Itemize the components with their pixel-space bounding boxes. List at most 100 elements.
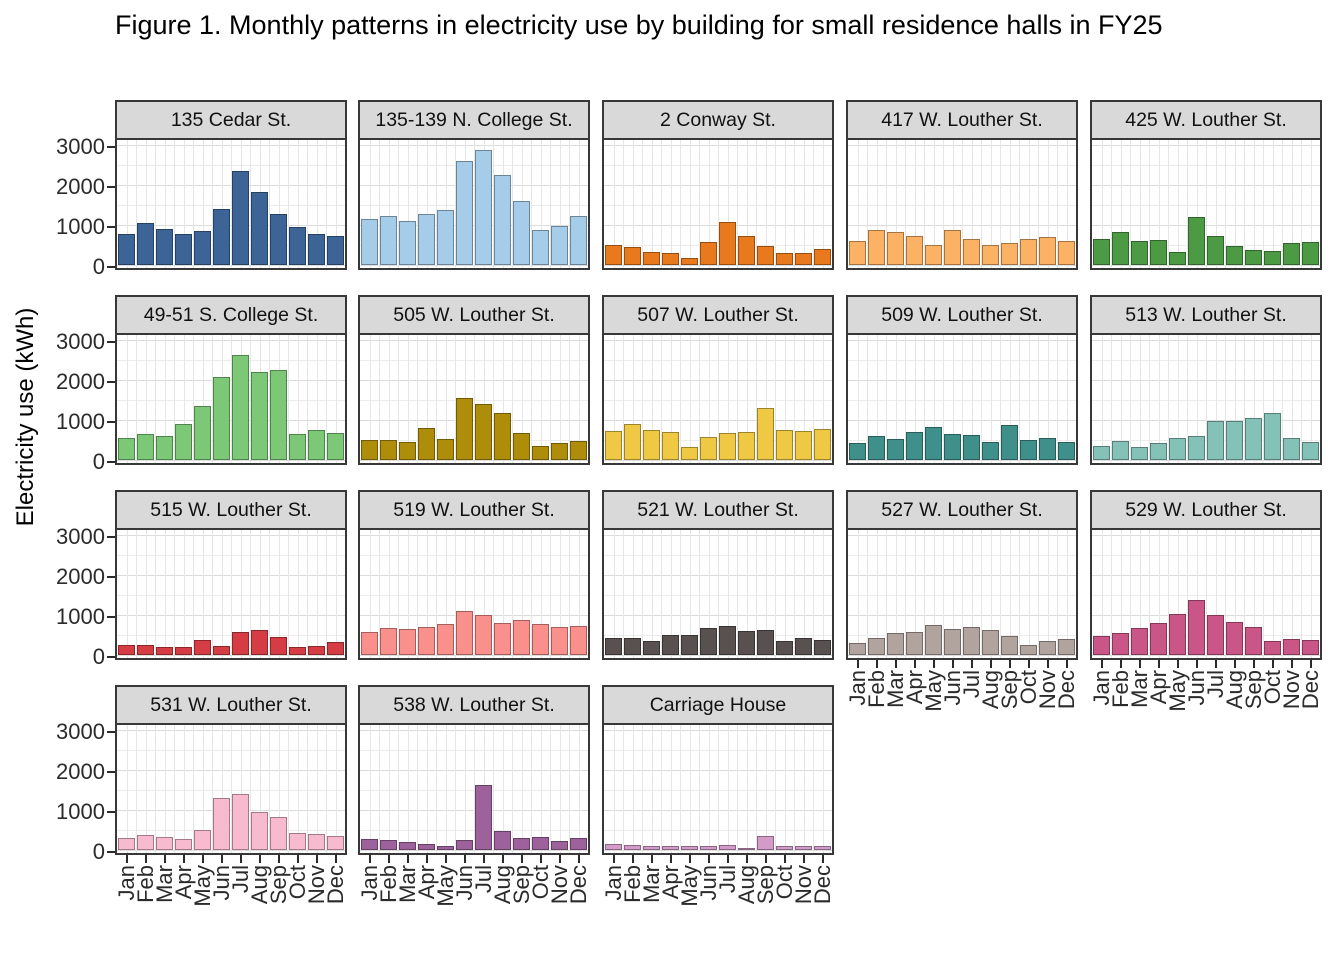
gridline-vertical bbox=[784, 335, 786, 463]
gridline-vertical bbox=[164, 140, 166, 268]
gridline-vertical bbox=[126, 140, 128, 268]
gridline-vertical bbox=[278, 140, 280, 268]
gridline-vertical bbox=[857, 335, 859, 463]
gridline-vertical bbox=[483, 335, 485, 463]
bar-feb bbox=[1112, 441, 1129, 460]
gridline-vertical bbox=[502, 530, 504, 658]
gridline-vertical bbox=[398, 530, 400, 658]
gridline-vertical bbox=[1244, 530, 1246, 658]
gridline-vertical bbox=[1158, 335, 1160, 463]
gridline-vertical bbox=[924, 530, 926, 658]
bar-jan bbox=[118, 838, 135, 850]
bar-oct bbox=[776, 845, 793, 850]
bar-jan bbox=[605, 637, 622, 655]
gridline-vertical bbox=[335, 335, 337, 463]
gridline-vertical bbox=[1272, 335, 1274, 463]
gridline-vertical bbox=[379, 335, 381, 463]
x-axis-tick bbox=[463, 855, 466, 863]
bar-apr bbox=[906, 432, 923, 460]
y-axis-tick bbox=[107, 341, 115, 343]
bar-feb bbox=[624, 638, 641, 655]
x-axis-tick bbox=[144, 855, 147, 863]
gridline-vertical bbox=[164, 725, 166, 853]
gridline-vertical bbox=[803, 140, 805, 268]
gridline-vertical bbox=[632, 725, 634, 853]
facet-title: 515 W. Louther St. bbox=[150, 498, 312, 521]
bar-feb bbox=[868, 637, 885, 655]
gridline-vertical bbox=[559, 140, 561, 268]
gridline-vertical bbox=[379, 725, 381, 853]
gridline-vertical bbox=[1263, 140, 1265, 268]
gridline-vertical bbox=[136, 335, 138, 463]
bar-jul bbox=[475, 785, 492, 850]
y-axis-tick-label: 0 bbox=[92, 644, 105, 669]
facet-panel bbox=[602, 725, 834, 855]
x-axis-tick bbox=[1157, 660, 1160, 668]
gridline-vertical bbox=[990, 140, 992, 268]
gridline-vertical bbox=[784, 725, 786, 853]
gridline-vertical bbox=[651, 530, 653, 658]
gridline-vertical bbox=[521, 335, 523, 463]
gridline-vertical bbox=[876, 530, 878, 658]
bar-may bbox=[194, 830, 211, 850]
gridline-vertical bbox=[288, 725, 290, 853]
gridline-vertical bbox=[775, 725, 777, 853]
x-axis-tick bbox=[970, 660, 973, 668]
gridline-vertical bbox=[642, 335, 644, 463]
gridline-vertical bbox=[651, 140, 653, 268]
gridline-vertical bbox=[727, 335, 729, 463]
bar-jun bbox=[1188, 436, 1205, 460]
facet-title: 2 Conway St. bbox=[660, 108, 776, 131]
x-axis-tick bbox=[989, 660, 992, 668]
facet-panel bbox=[602, 140, 834, 270]
gridline-vertical bbox=[1301, 335, 1303, 463]
bar-mar bbox=[643, 641, 660, 655]
gridline-vertical bbox=[136, 725, 138, 853]
gridline-vertical bbox=[905, 140, 907, 268]
y-axis-title: Electricity use (kWh) bbox=[12, 307, 39, 527]
gridline-vertical bbox=[1225, 335, 1227, 463]
gridline-vertical bbox=[1225, 530, 1227, 658]
gridline-vertical bbox=[250, 140, 252, 268]
bar-feb bbox=[380, 440, 397, 460]
bar-sep bbox=[513, 201, 530, 265]
bar-nov bbox=[1283, 437, 1300, 460]
gridline-vertical bbox=[164, 530, 166, 658]
gridline-vertical bbox=[746, 140, 748, 268]
gridline-vertical bbox=[1000, 335, 1002, 463]
gridline-vertical bbox=[426, 335, 428, 463]
gridline-vertical bbox=[202, 140, 204, 268]
bar-feb bbox=[624, 423, 641, 460]
bar-may bbox=[925, 244, 942, 265]
facet-header: 531 W. Louther St. bbox=[115, 685, 347, 725]
x-axis-tick bbox=[875, 660, 878, 668]
bar-dec bbox=[327, 433, 344, 460]
bar-nov bbox=[551, 225, 568, 265]
gridline-vertical bbox=[794, 530, 796, 658]
facet-title: 513 W. Louther St. bbox=[1125, 303, 1287, 326]
gridline-vertical bbox=[1263, 530, 1265, 658]
gridline-vertical bbox=[1168, 530, 1170, 658]
gridline-vertical bbox=[1291, 335, 1293, 463]
gridline-vertical bbox=[1139, 335, 1141, 463]
bar-jun bbox=[213, 646, 230, 655]
gridline-vertical bbox=[1101, 335, 1103, 463]
bar-oct bbox=[1264, 251, 1281, 265]
bar-apr bbox=[662, 253, 679, 265]
y-axis-tick-label: 0 bbox=[92, 839, 105, 864]
bar-jul bbox=[1207, 236, 1224, 265]
gridline-vertical bbox=[1177, 530, 1179, 658]
gridline-vertical bbox=[727, 140, 729, 268]
bar-jun bbox=[944, 433, 961, 460]
x-axis-tick bbox=[1290, 660, 1293, 668]
facet-title: 135-139 N. College St. bbox=[375, 108, 573, 131]
gridline-vertical bbox=[297, 530, 299, 658]
bar-sep bbox=[757, 835, 774, 850]
gridline-vertical bbox=[933, 530, 935, 658]
gridline-vertical bbox=[1291, 530, 1293, 658]
facet-519-w-louther-st-: 519 W. Louther St. bbox=[358, 490, 590, 660]
x-axis-tick bbox=[163, 855, 166, 863]
gridline-vertical bbox=[164, 335, 166, 463]
bar-dec bbox=[814, 639, 831, 655]
facet-panel bbox=[846, 335, 1078, 465]
